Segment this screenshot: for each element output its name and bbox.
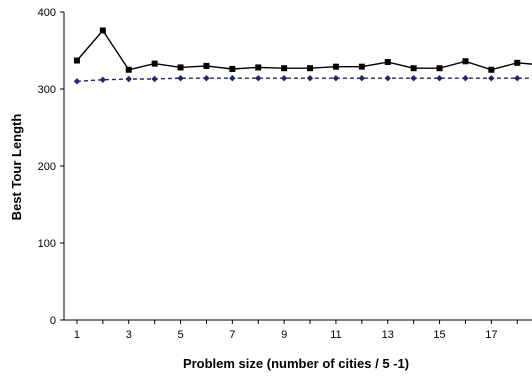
series-1-point xyxy=(488,66,495,73)
series-1-line xyxy=(76,29,532,71)
series-2-point xyxy=(332,75,340,82)
series-2-point xyxy=(384,75,391,82)
x-tick-label: 5 xyxy=(177,329,183,341)
axes: 0100200300400135791113151719 xyxy=(38,7,532,341)
series-2-line xyxy=(76,77,532,82)
series-1-point xyxy=(229,65,236,72)
x-tick-label: 9 xyxy=(281,329,287,341)
series-1-point xyxy=(514,59,521,66)
series-2-point xyxy=(488,75,495,82)
series-2-point xyxy=(125,75,132,83)
series-2-point xyxy=(99,76,106,83)
series-2-point xyxy=(73,78,81,85)
series-1-point xyxy=(255,64,262,71)
series-1-point xyxy=(99,27,106,34)
series-1-point xyxy=(436,65,443,72)
x-axis-title: Problem size (number of cities / 5 -1) xyxy=(183,356,409,371)
series-1-point xyxy=(151,60,158,67)
y-axis-title: Best Tour Length xyxy=(9,114,24,221)
x-tick-label: 11 xyxy=(330,329,341,341)
series-2-point xyxy=(358,75,365,82)
y-tick-label: 200 xyxy=(38,161,56,173)
series-1-point xyxy=(384,59,391,66)
x-tick-label: 3 xyxy=(126,329,132,341)
series-1-point xyxy=(203,62,210,69)
y-tick-label: 100 xyxy=(38,238,56,250)
series-1-point xyxy=(358,63,365,70)
series-2-point xyxy=(203,75,210,82)
series-2-point xyxy=(306,75,314,82)
series-1-point xyxy=(462,58,469,65)
series-2-point xyxy=(229,75,236,82)
x-tick-label: 13 xyxy=(382,329,394,341)
series-1-point xyxy=(332,63,339,70)
series-1-point xyxy=(410,65,417,72)
x-tick-label: 1 xyxy=(74,329,80,341)
series-2-point xyxy=(514,75,521,82)
series-1-point xyxy=(177,64,184,71)
y-tick-label: 300 xyxy=(38,84,56,96)
x-tick-label: 7 xyxy=(229,329,235,341)
series-1-point xyxy=(73,57,80,64)
x-tick-label: 17 xyxy=(485,329,497,341)
series-1-point xyxy=(307,65,314,72)
series-2-point xyxy=(280,75,288,82)
series-2-point xyxy=(410,75,417,82)
series-2-point xyxy=(462,75,469,82)
series-2-point xyxy=(177,75,184,82)
series-1-point xyxy=(125,66,132,73)
series-2-point xyxy=(436,75,443,82)
y-tick-label: 400 xyxy=(38,7,56,19)
y-tick-label: 0 xyxy=(50,315,56,327)
series-layer xyxy=(73,27,532,85)
series-2-point xyxy=(151,75,158,83)
x-tick-label: 15 xyxy=(433,329,445,341)
series-1-point xyxy=(281,65,288,72)
series-2-point xyxy=(255,75,262,82)
